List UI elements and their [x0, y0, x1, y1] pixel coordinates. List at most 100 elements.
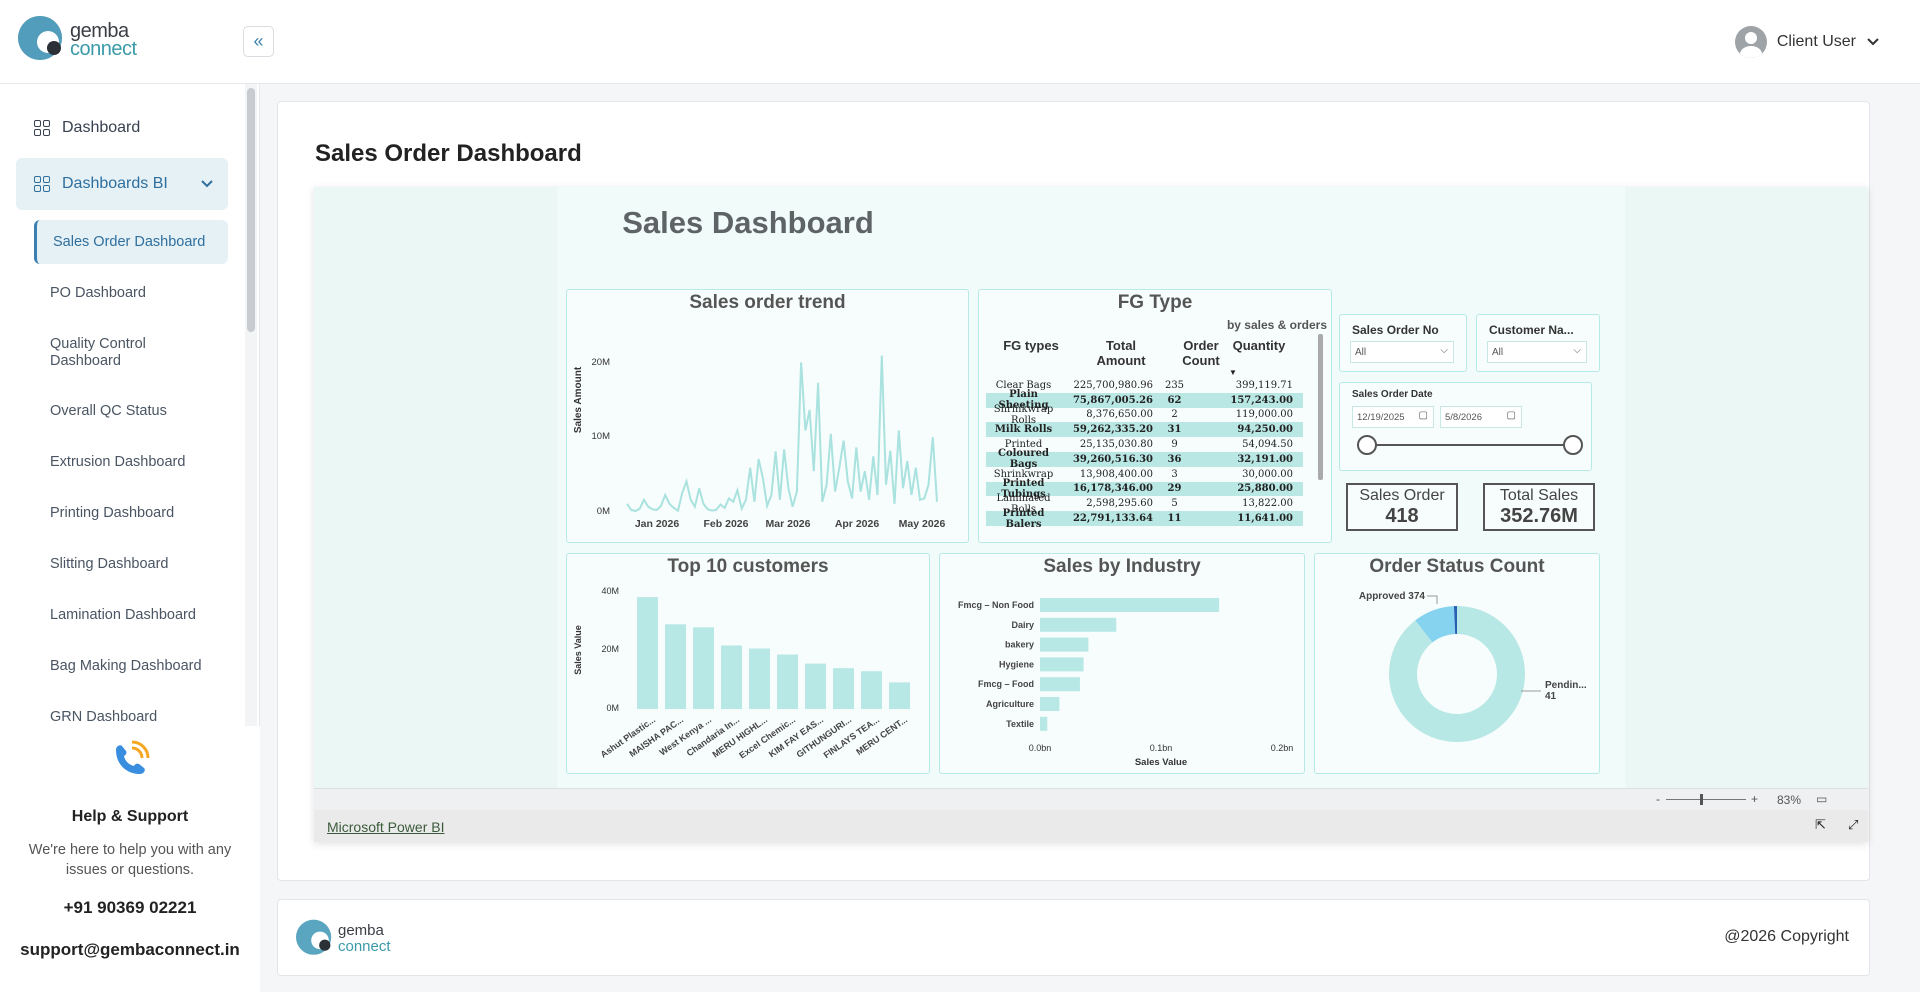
donut-slice[interactable] — [1453, 606, 1457, 635]
sidebar-subitem-sales-order[interactable]: Sales Order Dashboard — [34, 220, 228, 264]
table-cell: 25,135,030.80 — [1079, 439, 1153, 451]
visual-top-customers[interactable]: Top 10 customers Sales Value 40M 20M 0M … — [566, 553, 930, 774]
sidebar-subitem-label: Sales Order Dashboard — [53, 233, 206, 250]
zoom-out-button[interactable]: - — [1656, 792, 1660, 806]
table-row[interactable]: Printed Tubings 16,178,346.00 29 25,880.00 — [986, 478, 1303, 500]
column-header[interactable]: FG types — [1003, 338, 1059, 353]
sidebar-item-dashboard[interactable]: Dashboard — [16, 102, 228, 154]
fit-to-page-icon[interactable]: ▭ — [1816, 792, 1828, 806]
table-scrollbar[interactable] — [1318, 334, 1323, 480]
visual-order-status[interactable]: Order Status Count Approved 374 Pendin..… — [1314, 553, 1600, 774]
table-row[interactable]: Plain Sheeting 75,867,005.26 62 157,243.00 — [986, 389, 1303, 411]
kpi-label: Total Sales — [1499, 487, 1579, 504]
table-row[interactable]: Printed 25,135,030.80 9 54,094.50 — [986, 437, 1303, 452]
bar[interactable] — [1040, 637, 1089, 652]
column-header[interactable]: Order Count — [1182, 338, 1220, 368]
bar[interactable] — [861, 671, 882, 709]
zoom-slider[interactable] — [1666, 799, 1746, 800]
table-row[interactable]: Milk Rolls 59,262,335.20 31 94,250.00 — [986, 422, 1303, 438]
table-cell: 36 — [1167, 453, 1182, 465]
sidebar-item-dashboards-bi[interactable]: Dashboards BI — [16, 158, 228, 210]
table-row[interactable]: Shrinkwrap Rolls 8,376,650.00 2 119,000.00 — [986, 404, 1303, 426]
visual-fg-type[interactable]: FG Type by sales & orders FG types Total… — [978, 289, 1332, 543]
x-tick-label: 0.0bn — [1029, 743, 1052, 753]
slicer-sales-order-no[interactable]: Sales Order No ⌵ All — [1339, 314, 1467, 372]
fg-table-body: Clear Bags 225,700,980.96 235 399,119.71 Pla… — [986, 378, 1303, 530]
bar[interactable] — [721, 645, 742, 709]
table-cell: 59,262,335.20 — [1072, 424, 1153, 436]
sidebar-subitem-slitting[interactable]: Slitting Dashboard — [34, 556, 228, 573]
zoom-in-button[interactable]: + — [1751, 792, 1759, 806]
visual-sales-by-industry[interactable]: Sales by Industry 0.0bn 0.1bn 0.2bn Sale… — [939, 553, 1305, 774]
microsoft-power-bi-link[interactable]: Microsoft Power BI — [327, 819, 445, 835]
visual-sales-trend[interactable]: Sales order trend Sales Amount 20M 10M 0… — [566, 289, 969, 543]
bar[interactable] — [665, 624, 686, 709]
bar-chart: Sales Value 40M 20M 0M Ashut Plastic...M… — [573, 586, 910, 761]
sidebar-scrollbar[interactable] — [247, 88, 255, 332]
table-row[interactable]: Laminated Rolls 2,598,295.60 5 13,822.00 — [986, 493, 1303, 515]
y-tick-label: Textile — [1006, 719, 1034, 729]
sidebar-subitem-overall-qc[interactable]: Overall QC Status — [34, 403, 228, 420]
bar[interactable] — [777, 654, 798, 709]
fullscreen-icon[interactable]: ⤢ — [1848, 817, 1859, 832]
bar[interactable] — [1040, 617, 1117, 632]
sidebar-subitem-po[interactable]: PO Dashboard — [34, 285, 228, 302]
y-tick-label: bakery — [1005, 640, 1034, 650]
bar[interactable] — [889, 682, 910, 709]
table-cell: 39,260,516.30 — [1072, 453, 1153, 465]
kpi-value: 352.76M — [1500, 505, 1578, 527]
bar[interactable] — [1040, 598, 1220, 612]
sidebar-subitem-printing[interactable]: Printing Dashboard — [34, 505, 228, 522]
trend-series-line — [626, 355, 938, 513]
bar[interactable] — [637, 597, 658, 709]
column-header[interactable]: Quantity — [1232, 338, 1286, 353]
help-email[interactable]: support@gembaconnect.in — [20, 940, 240, 959]
table-cell: Shrinkwrap — [993, 468, 1054, 480]
table-row[interactable]: Clear Bags 225,700,980.96 235 399,119.71 — [986, 378, 1303, 393]
calendar-icon: ▢ — [1418, 410, 1428, 421]
table-row[interactable]: Coloured Bags 39,260,516.30 36 32,191.00 — [986, 448, 1303, 470]
slicer-dropdown[interactable]: ⌵ All — [1350, 341, 1454, 363]
date-range-handle-end[interactable] — [1563, 435, 1583, 455]
bar[interactable] — [1040, 716, 1048, 731]
table-row[interactable]: Printed Balers 22,791,133.64 11 11,641.00 — [986, 508, 1303, 530]
sidebar-subitem-quality-control[interactable]: Quality Control Dashboard — [34, 336, 174, 370]
user-menu[interactable]: Client User — [1734, 26, 1880, 58]
gemba-connect-logo[interactable]: gemba connect — [18, 14, 138, 64]
date-value: 12/19/2025 — [1357, 412, 1405, 423]
sidebar-subitem-extrusion[interactable]: Extrusion Dashboard — [34, 454, 228, 471]
double-chevron-left-icon: « — [253, 31, 264, 51]
table-cell: 94,250.00 — [1237, 424, 1293, 436]
zoom-slider-thumb[interactable] — [1700, 794, 1703, 805]
x-tick-label: 0.2bn — [1271, 743, 1294, 753]
donut-slice[interactable] — [1389, 606, 1525, 742]
bar[interactable] — [1040, 677, 1080, 692]
slicer-customer-name[interactable]: Customer Na... ⌵ All — [1476, 314, 1600, 372]
date-from-input[interactable]: ▢ 12/19/2025 — [1352, 406, 1434, 428]
x-tick-label: Mar 2026 — [766, 518, 811, 530]
bar[interactable] — [805, 663, 826, 709]
bar[interactable] — [1040, 657, 1084, 672]
bar[interactable] — [693, 627, 714, 709]
date-to-input[interactable]: ▢ 5/8/2026 — [1440, 406, 1522, 428]
donut-slice[interactable] — [1415, 606, 1456, 643]
y-tick-label: 40M — [601, 586, 619, 596]
bar[interactable] — [1040, 697, 1060, 711]
table-row[interactable]: Shrinkwrap 13,908,400.00 3 30,000.00 — [986, 467, 1303, 482]
power-bi-zoom-bar: - + 83% ▭ — [314, 788, 1868, 810]
x-tick-label: Apr 2026 — [835, 518, 880, 530]
sidebar-subitem-bag-making[interactable]: Bag Making Dashboard — [34, 658, 228, 675]
slicer-sales-order-date[interactable]: Sales Order Date ▢ 12/19/2025 ▢ 5/8/2026 — [1339, 382, 1592, 471]
sidebar-subitem-lamination[interactable]: Lamination Dashboard — [34, 607, 228, 624]
help-phone[interactable]: +91 90369 02221 — [63, 898, 197, 917]
collapse-sidebar-button[interactable]: « — [243, 26, 274, 57]
calendar-icon: ▢ — [1506, 410, 1516, 421]
table-cell: 16,178,346.00 — [1072, 483, 1153, 495]
date-range-handle-start[interactable] — [1357, 435, 1377, 455]
column-header[interactable]: Total Amount — [1096, 338, 1146, 368]
bar[interactable] — [833, 668, 854, 709]
bar[interactable] — [749, 648, 770, 710]
sidebar-subitem-grn[interactable]: GRN Dashboard — [34, 709, 228, 726]
share-icon[interactable]: ⇱ — [1815, 817, 1826, 832]
slicer-dropdown[interactable]: ⌵ All — [1487, 341, 1587, 363]
